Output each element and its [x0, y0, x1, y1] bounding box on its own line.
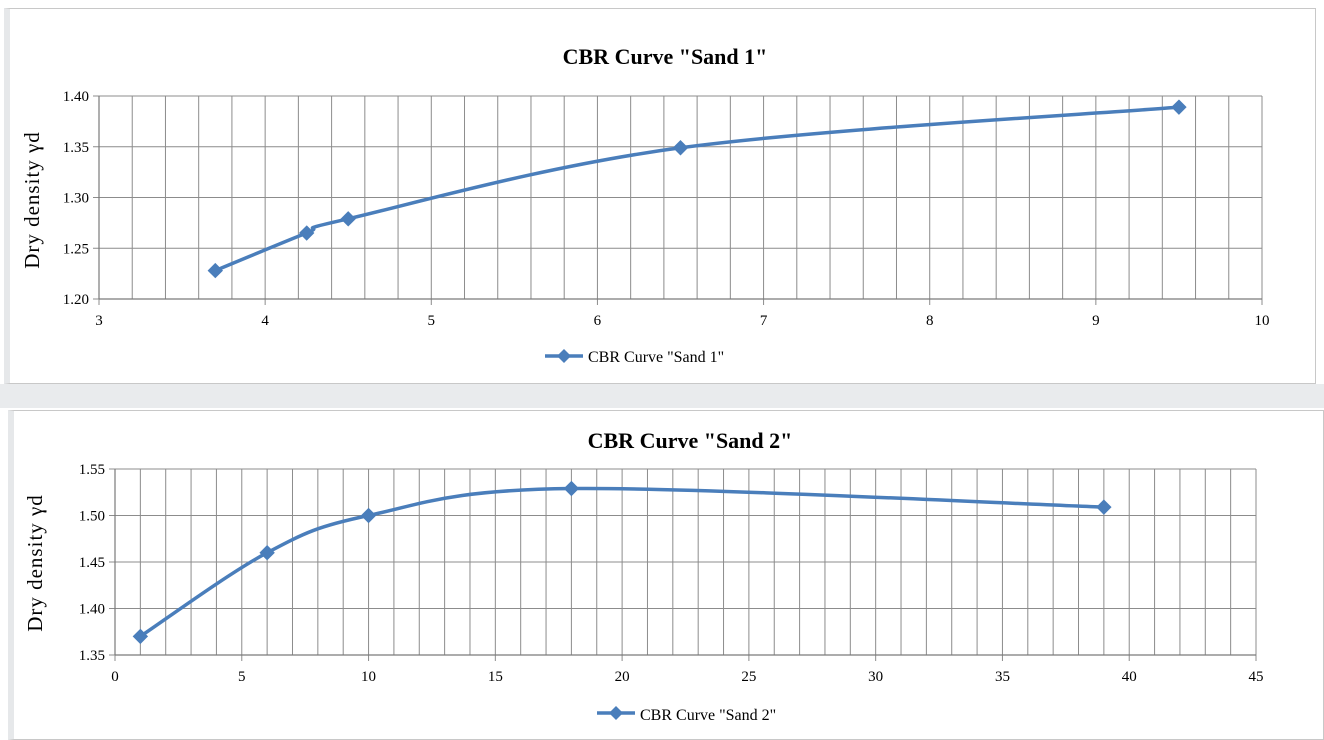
- chart-1-x-tick-label: 10: [1255, 313, 1270, 329]
- separator-band: [0, 384, 1324, 408]
- chart-1-y-tick-label: 1.25: [63, 241, 89, 257]
- chart-2-x-tick-label: 5: [238, 669, 246, 685]
- chart-2-data-point: [563, 480, 580, 497]
- chart-2-y-tick-label: 1.35: [79, 648, 105, 664]
- chart-1-x-tick-label: 4: [261, 313, 269, 329]
- chart-1-data-point: [672, 140, 689, 156]
- chart-2-x-tick-label: 30: [868, 669, 883, 685]
- chart-1-data-point: [340, 211, 356, 227]
- chart-2-x-tick-label: 20: [615, 669, 630, 685]
- chart-2-x-tick-label: 40: [1122, 669, 1137, 685]
- chart-2-legend-label: CBR Curve "Sand 2": [640, 707, 776, 724]
- chart-2-data-point: [1096, 499, 1112, 515]
- chart-2-x-tick-label: 35: [995, 669, 1010, 685]
- chart-2-x-tick-label: 0: [111, 669, 119, 685]
- chart-2-legend-marker: [609, 706, 623, 720]
- chart-2-y-tick-label: 1.45: [79, 555, 105, 571]
- chart-2-x-tick-label: 45: [1249, 669, 1264, 685]
- chart-panel-sand-1: [4, 8, 1316, 384]
- chart-1-title: CBR Curve "Sand 1": [563, 44, 768, 69]
- chart-1-y-tick-label: 1.30: [63, 191, 89, 207]
- chart-2-y-tick-label: 1.55: [79, 462, 105, 478]
- chart-1-y-tick-label: 1.40: [63, 89, 89, 105]
- chart-1-x-tick-label: 6: [594, 313, 602, 329]
- chart-1-legend-marker: [557, 349, 571, 363]
- chart-1-y-axis-label: Dry density γd: [20, 131, 44, 269]
- chart-1-y-tick-label: 1.20: [63, 292, 89, 308]
- chart-1-x-tick-label: 7: [760, 313, 768, 329]
- chart-2-x-tick-label: 25: [741, 669, 756, 685]
- chart-1-y-tick-label: 1.35: [63, 140, 89, 156]
- chart-2-data-point: [132, 628, 149, 645]
- chart-1-data-point: [1171, 99, 1187, 115]
- chart-2-title: CBR Curve "Sand 2": [588, 428, 793, 453]
- chart-1-legend-label: CBR Curve "Sand 1": [588, 349, 724, 366]
- chart-2-data-point: [259, 544, 275, 561]
- chart-2-y-tick-label: 1.50: [79, 509, 105, 525]
- chart-1-data-point: [207, 262, 224, 279]
- chart-1-x-tick-label: 3: [95, 313, 103, 329]
- chart-1-x-tick-label: 8: [926, 313, 934, 329]
- chart-2-y-tick-label: 1.40: [79, 602, 105, 618]
- chart-1-x-tick-label: 5: [428, 313, 436, 329]
- chart-2-x-tick-label: 15: [488, 669, 503, 685]
- chart-1-x-tick-label: 9: [1092, 313, 1100, 329]
- chart-2-series-line: [138, 486, 1106, 639]
- chart-2-x-tick-label: 10: [361, 669, 376, 685]
- chart-2-data-point: [360, 507, 377, 524]
- chart-1-data-point: [298, 225, 315, 241]
- chart-2-y-axis-label: Dry density γd: [23, 494, 47, 632]
